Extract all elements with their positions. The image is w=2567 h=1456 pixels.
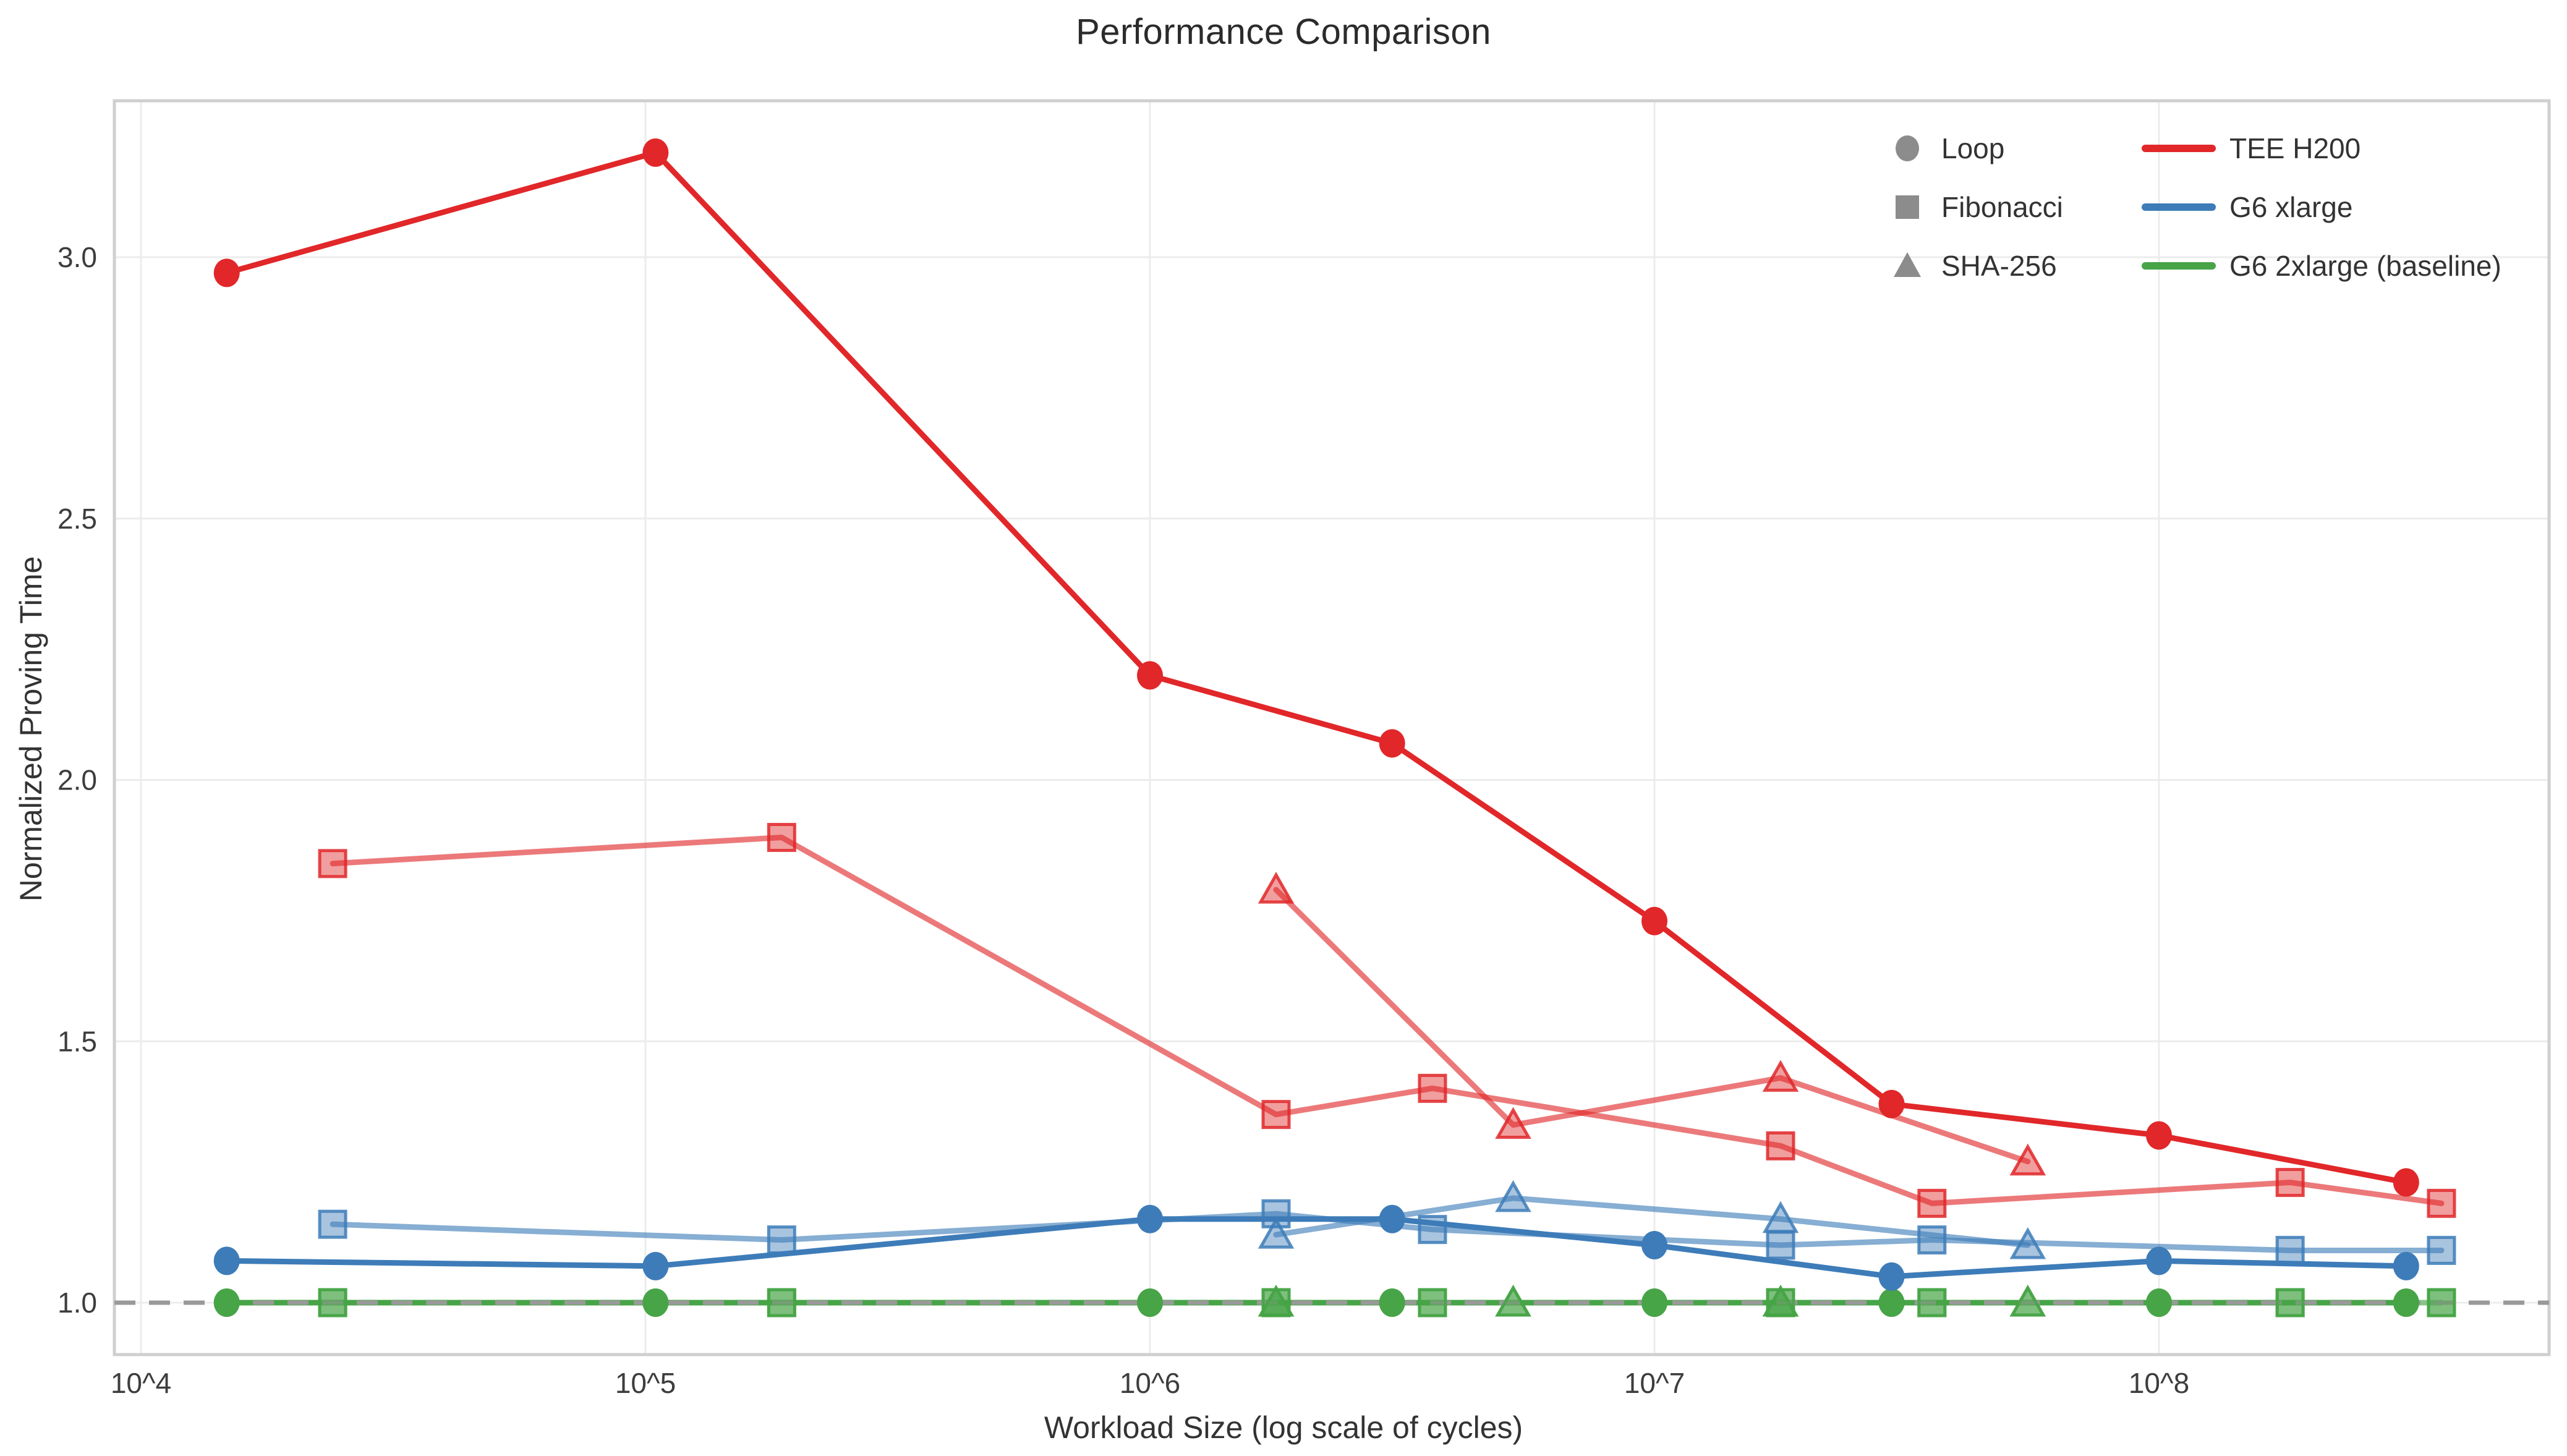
legend-label: SHA-256: [1941, 250, 2057, 282]
x-axis-label: Workload Size (log scale of cycles): [1044, 1410, 1523, 1445]
legend-item-sha-256[interactable]: SHA-256: [1894, 250, 2057, 282]
legend-item-loop[interactable]: Loop: [1896, 132, 2004, 164]
x-tick-10^4: 10^4: [111, 1367, 171, 1399]
baseline-markers: [213, 1288, 2419, 1317]
series-tee-h200-fibonacci: [318, 823, 2456, 1218]
y-tick-1.0: 1.0: [57, 1287, 97, 1319]
legend-label: G6 2xlarge (baseline): [2229, 250, 2501, 282]
baseline-markers: [1258, 1284, 2046, 1317]
baseline-markers: [318, 1288, 2456, 1318]
legend-label: Loop: [1941, 132, 2004, 164]
x-tick-10^7: 10^7: [1624, 1367, 1685, 1399]
legend-item-g6-2xlarge-baseline-[interactable]: G6 2xlarge (baseline): [2142, 250, 2501, 282]
series-g6-xlarge-fibonacci: [318, 1199, 2456, 1265]
legend-item-fibonacci[interactable]: Fibonacci: [1896, 191, 2063, 223]
legend-label: TEE H200: [2229, 132, 2361, 164]
legend-item-g6-xlarge[interactable]: G6 xlarge: [2142, 191, 2352, 223]
legend-label: Fibonacci: [1941, 191, 2063, 223]
x-tick-10^6: 10^6: [1120, 1367, 1180, 1399]
series-tee-h200-sha-256: [1258, 871, 2046, 1176]
tick-labels: 1.0 1.5 2.0 2.5 3.0 10^4 10^5 10^6 10^7 10^8: [57, 241, 2189, 1399]
series-g6-xlarge-sha-256: [1258, 1180, 2046, 1259]
x-tick-10^8: 10^8: [2129, 1367, 2189, 1399]
series-tee-h200-loop: [213, 138, 2419, 1197]
legend: Loop Fibonacci SHA-256 TEE H200 G6 xlarge G6 …: [1894, 132, 2501, 282]
x-tick-10^5: 10^5: [615, 1367, 676, 1399]
y-tick-3.0: 3.0: [57, 241, 97, 273]
legend-label: G6 xlarge: [2229, 191, 2352, 223]
axes-spines: [113, 99, 2551, 1356]
legend-item-tee-h200[interactable]: TEE H200: [2142, 132, 2361, 164]
y-tick-2.5: 2.5: [57, 503, 97, 535]
y-tick-1.5: 1.5: [57, 1025, 97, 1057]
y-tick-2.0: 2.0: [57, 764, 97, 796]
chart-title: Performance Comparison: [1076, 12, 1491, 52]
